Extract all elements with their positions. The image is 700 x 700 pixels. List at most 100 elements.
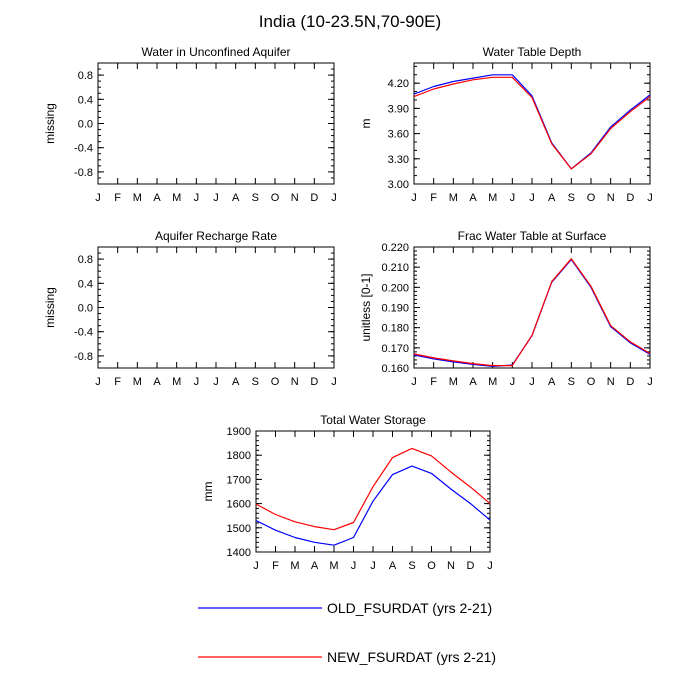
x-tick-label: J [487, 560, 493, 572]
y-tick-label: 0.170 [381, 343, 409, 355]
series-line-new-fsurdat-yrs-2-21 [413, 258, 651, 367]
x-tick-label: M [133, 376, 142, 388]
x-tick-label: O [587, 376, 596, 388]
y-tick-label: 3.00 [388, 179, 409, 191]
figure-title: India (10-23.5N,70-90E) [259, 12, 441, 31]
x-tick-label: A [311, 560, 319, 572]
series-line-new-fsurdat-yrs-2-21 [255, 447, 491, 531]
plot-frame [97, 62, 335, 185]
x-tick-label: A [232, 376, 240, 388]
x-tick-label: J [411, 376, 417, 388]
x-tick-label: J [331, 376, 337, 388]
y-tick-label: 0.0 [78, 119, 93, 131]
x-tick-label: M [290, 560, 299, 572]
x-tick-label: J [529, 376, 535, 388]
x-tick-label: F [272, 560, 279, 572]
x-tick-label: M [172, 376, 181, 388]
x-tick-label: M [488, 192, 497, 204]
series-line-old-fsurdat-yrs-2-21 [413, 74, 651, 170]
x-tick-label: M [329, 560, 338, 572]
x-tick-label: M [449, 192, 458, 204]
x-tick-label: S [252, 376, 259, 388]
legend-new-label: NEW_FSURDAT (yrs 2-21) [327, 649, 496, 665]
x-tick-label: S [252, 192, 259, 204]
legend-old-label: OLD_FSURDAT (yrs 2-21) [327, 600, 492, 616]
x-tick-label: N [291, 192, 299, 204]
x-tick-label: O [427, 560, 436, 572]
x-tick-label: J [95, 376, 101, 388]
x-tick-label: N [607, 376, 615, 388]
x-tick-label: J [510, 192, 516, 204]
y-tick-label: 1400 [227, 547, 251, 559]
series-line-old-fsurdat-yrs-2-21 [413, 258, 651, 367]
y-tick-label: 4.20 [388, 78, 409, 90]
x-tick-label: F [114, 376, 121, 388]
x-tick-label: S [408, 560, 415, 572]
y-axis-label: m [359, 119, 373, 129]
x-tick-label: N [291, 376, 299, 388]
y-axis-label: missing [43, 103, 57, 144]
x-tick-label: J [370, 560, 376, 572]
x-tick-label: D [467, 560, 475, 572]
y-tick-label: 1600 [227, 499, 251, 511]
x-tick-label: J [213, 376, 219, 388]
x-tick-label: N [447, 560, 455, 572]
x-tick-label: A [469, 376, 477, 388]
panel-title: Water Table Depth [483, 45, 582, 59]
y-tick-label: 1700 [227, 474, 251, 486]
panel-title: Water in Unconfined Aquifer [142, 45, 291, 59]
x-tick-label: J [213, 192, 219, 204]
y-tick-label: 0.8 [78, 254, 93, 266]
y-tick-label: 1800 [227, 450, 251, 462]
y-tick-label: 1900 [227, 426, 251, 438]
x-tick-label: D [310, 376, 318, 388]
x-tick-label: J [194, 192, 200, 204]
x-tick-label: A [153, 376, 161, 388]
x-tick-label: A [389, 560, 397, 572]
x-tick-label: J [510, 376, 516, 388]
y-tick-label: -0.4 [74, 327, 93, 339]
y-tick-label: 3.60 [388, 129, 409, 141]
y-axis-label: unitless [0-1] [359, 273, 373, 341]
legend: OLD_FSURDAT (yrs 2-21) NEW_FSURDAT (yrs … [198, 600, 496, 665]
series-line-new-fsurdat-yrs-2-21 [413, 76, 651, 170]
x-tick-label: J [647, 192, 653, 204]
panel-title: Total Water Storage [320, 413, 426, 427]
y-tick-label: 3.90 [388, 103, 409, 115]
y-tick-label: -0.4 [74, 143, 93, 155]
x-tick-label: A [232, 192, 240, 204]
x-tick-label: J [647, 376, 653, 388]
y-axis-label: missing [43, 287, 57, 328]
x-tick-label: O [587, 192, 596, 204]
y-axis-label: mm [201, 482, 215, 502]
x-tick-label: M [172, 192, 181, 204]
y-tick-label: 1500 [227, 523, 251, 535]
panel-title: Frac Water Table at Surface [458, 229, 607, 243]
x-tick-label: M [488, 376, 497, 388]
x-tick-label: S [568, 376, 575, 388]
x-tick-label: D [626, 376, 634, 388]
x-tick-label: N [607, 192, 615, 204]
x-tick-label: J [331, 192, 337, 204]
x-tick-label: O [271, 192, 280, 204]
y-tick-label: 0.220 [381, 242, 409, 254]
y-tick-label: 0.160 [381, 363, 409, 375]
y-tick-label: 0.8 [78, 70, 93, 82]
y-tick-label: 0.4 [78, 278, 93, 290]
y-tick-label: 0.210 [381, 262, 409, 274]
x-tick-label: D [310, 192, 318, 204]
x-tick-label: F [114, 192, 121, 204]
panel-title: Aquifer Recharge Rate [155, 229, 277, 243]
x-tick-label: S [568, 192, 575, 204]
x-tick-label: O [271, 376, 280, 388]
series-line-old-fsurdat-yrs-2-21 [255, 465, 491, 546]
y-tick-label: -0.8 [74, 351, 93, 363]
x-tick-label: M [133, 192, 142, 204]
plot-frame [413, 246, 651, 369]
x-tick-label: A [469, 192, 477, 204]
